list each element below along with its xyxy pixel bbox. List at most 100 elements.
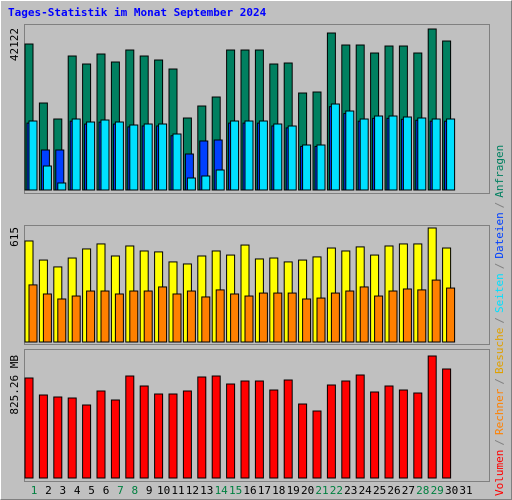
x-tick-label: 18 [272,484,285,497]
bar [388,290,398,343]
bar [86,290,96,343]
legend-separator: / [493,378,506,385]
legend-entry: Dateien [493,212,506,258]
bar [413,392,423,479]
bar [283,379,293,479]
bar [446,287,456,343]
bar [326,384,336,479]
legend-entry: Seiten [493,273,506,313]
bar [211,375,221,479]
y-tick-label: 825.26 MB [8,355,21,415]
bar [100,290,110,343]
x-tick-label: 11 [171,484,184,497]
legend-separator: / [493,439,506,446]
bar [71,295,81,343]
legend-separator: / [493,263,506,270]
bar [53,396,63,479]
bar [269,389,279,479]
bar [359,286,369,343]
bar [287,292,297,343]
bar [24,377,34,479]
bar [442,368,452,479]
legend-entry: Besuche [493,328,506,374]
bar [143,123,153,191]
bar [201,175,211,191]
bar [330,103,340,191]
bar [67,397,77,479]
x-tick-label: 2 [45,484,52,497]
bar [110,399,120,479]
bar [82,404,92,479]
bar [446,118,456,191]
bar [258,292,268,343]
x-tick-label: 8 [131,484,138,497]
bar [143,290,153,343]
legend-entry: Volumen [493,450,506,496]
bar [172,293,182,343]
bar [345,290,355,343]
bar [374,295,384,343]
bar [168,393,178,479]
bar [258,120,268,191]
bar [42,293,52,343]
x-tick-label: 24 [359,484,373,497]
x-tick-label: 20 [301,484,314,497]
x-tick-label: 29 [431,484,444,497]
bar [158,123,168,191]
bar [355,374,365,479]
bar [302,144,312,191]
bar [42,165,52,191]
bar [114,121,124,191]
x-tick-label: 19 [287,484,300,497]
x-tick-label: 7 [117,484,124,497]
chart-title: Tages-Statistik im Monat September 2024 [8,6,267,19]
y-tick-label: 42122 [8,28,21,61]
bar [186,177,196,191]
bar [100,119,110,191]
bar [71,118,81,191]
x-tick-label: 1 [31,484,38,497]
bar [370,391,380,479]
bar [139,385,149,479]
x-tick-label: 3 [59,484,66,497]
bar [431,118,441,191]
bar [96,390,106,479]
x-tick-label: 23 [344,484,357,497]
bar [86,121,96,191]
bar [129,124,139,191]
bar [154,393,164,479]
bar [287,125,297,191]
bar [215,289,225,343]
bar [215,169,225,191]
bar [244,120,254,191]
x-tick-label: 25 [373,484,386,497]
bar [359,118,369,191]
bar [230,293,240,343]
x-tick-label: 9 [146,484,153,497]
x-tick-label: 17 [258,484,271,497]
bar [273,123,283,191]
legend-separator: / [493,202,506,209]
x-tick-label: 21 [315,484,328,497]
bar [201,296,211,343]
bar [240,380,250,479]
bar [197,376,207,479]
bar [431,279,441,343]
bar [129,290,139,343]
legend-entry: Rechner [493,388,506,435]
bar [158,286,168,343]
bar [330,292,340,343]
x-tick-label: 27 [402,484,415,497]
bar [298,403,308,479]
x-tick-label: 6 [103,484,110,497]
x-tick-label: 15 [229,484,242,497]
bar [57,182,67,191]
bar [254,380,264,479]
bar [417,289,427,343]
bar [384,385,394,479]
x-tick-label: 13 [200,484,213,497]
legend: Volumen / Rechner / Besuche / Seiten / Dateien / A… [493,145,506,496]
bar [427,355,437,479]
bar [417,117,427,191]
